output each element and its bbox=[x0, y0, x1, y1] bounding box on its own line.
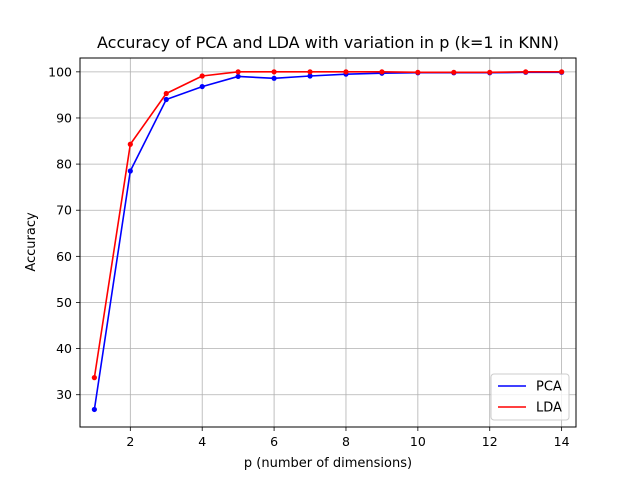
chart-title: Accuracy of PCA and LDA with variation i… bbox=[97, 33, 559, 52]
lda-point bbox=[235, 69, 241, 75]
axis-ticks: 2 4 6 8 10 12 14 30 40 50 60 70 80 90 100 bbox=[48, 64, 569, 449]
lda-point bbox=[523, 69, 529, 75]
plot-frame bbox=[79, 57, 577, 428]
lda-point bbox=[415, 69, 421, 75]
y-tick-label: 30 bbox=[56, 387, 72, 402]
lda-point bbox=[163, 90, 169, 97]
x-tick-label: 6 bbox=[270, 434, 278, 449]
x-tick-label: 2 bbox=[126, 434, 134, 449]
y-tick-label: 60 bbox=[56, 249, 72, 264]
legend-label-pca: PCA bbox=[536, 380, 562, 395]
lda-point bbox=[343, 69, 349, 75]
lda-point bbox=[91, 375, 97, 381]
y-tick-label: 90 bbox=[56, 110, 72, 125]
lda-point bbox=[379, 69, 385, 75]
x-tick-label: 10 bbox=[410, 434, 426, 449]
lda-line bbox=[93, 71, 562, 378]
y-tick-label: 40 bbox=[56, 341, 72, 356]
legend: PCA LDA bbox=[490, 373, 570, 421]
plot-series bbox=[91, 69, 565, 413]
y-axis-label: Accuracy bbox=[24, 212, 39, 272]
y-tick-label: 100 bbox=[48, 64, 72, 79]
legend-label-lda: LDA bbox=[536, 401, 562, 416]
grid bbox=[80, 58, 576, 427]
lda-point bbox=[451, 69, 457, 75]
lda-point bbox=[199, 73, 205, 79]
pca-point bbox=[199, 83, 205, 90]
pca-point bbox=[235, 73, 241, 80]
x-tick-label: 14 bbox=[554, 434, 570, 449]
pca-line bbox=[93, 71, 562, 410]
lda-point bbox=[487, 69, 493, 75]
lda-point bbox=[271, 69, 277, 75]
y-tick-label: 80 bbox=[56, 157, 72, 172]
pca-point bbox=[127, 168, 133, 174]
x-tick-label: 12 bbox=[482, 434, 498, 449]
lda-point bbox=[307, 69, 313, 75]
y-tick-label: 50 bbox=[56, 295, 72, 310]
lda-point bbox=[559, 69, 565, 75]
pca-point bbox=[91, 406, 97, 413]
pca-point bbox=[163, 96, 169, 103]
x-axis-label: p (number of dimensions) bbox=[244, 456, 412, 471]
lda-point bbox=[127, 141, 133, 147]
x-tick-label: 8 bbox=[342, 434, 350, 449]
pca-point bbox=[271, 75, 277, 81]
x-tick-label: 4 bbox=[198, 434, 206, 449]
pca-point bbox=[307, 73, 313, 79]
y-tick-label: 70 bbox=[56, 203, 72, 218]
